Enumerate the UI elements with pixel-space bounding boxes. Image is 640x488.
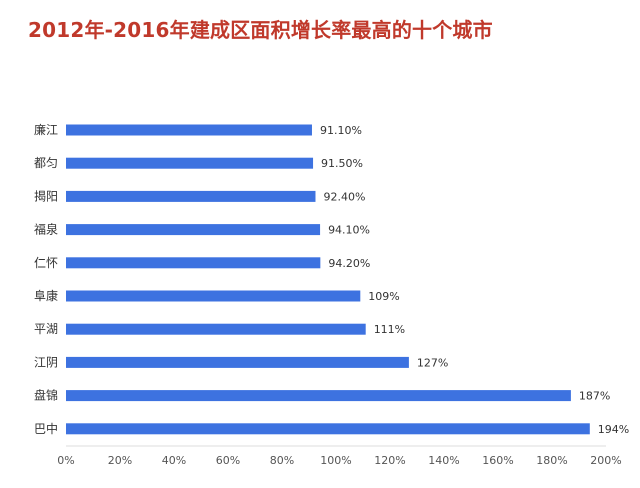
x-tick-label: 160% (482, 454, 513, 467)
x-tick-label: 100% (320, 454, 351, 467)
value-label: 94.20% (328, 257, 370, 270)
x-tick-label: 80% (270, 454, 294, 467)
value-label: 127% (417, 356, 448, 369)
category-label: 揭阳 (34, 188, 58, 203)
category-label: 阜康 (34, 288, 58, 303)
chart-title: 2012年-2016年建成区面积增长率最高的十个城市 (28, 18, 493, 42)
category-label: 江阴 (34, 355, 58, 369)
x-tick-label: 140% (428, 454, 459, 467)
category-label: 廉江 (34, 122, 58, 137)
category-label: 福泉 (34, 222, 58, 237)
value-label: 91.10% (320, 124, 362, 137)
category-label: 都匀 (34, 156, 58, 170)
category-label: 盘锦 (34, 388, 58, 403)
bar (66, 157, 314, 169)
bar (66, 290, 361, 302)
value-label: 187% (579, 390, 610, 403)
x-tick-label: 180% (536, 454, 567, 467)
bar (66, 390, 571, 402)
x-tick-label: 200% (590, 454, 621, 467)
x-tick-label: 0% (57, 454, 74, 467)
value-label: 111% (374, 323, 405, 336)
category-label: 巴中 (34, 421, 58, 436)
bar (66, 224, 321, 236)
bar (66, 323, 366, 335)
bar (66, 124, 312, 136)
value-label: 92.40% (323, 190, 365, 203)
bar (66, 257, 321, 269)
x-tick-label: 60% (216, 454, 240, 467)
bar (66, 423, 590, 435)
bar (66, 356, 409, 368)
x-tick-label: 120% (374, 454, 405, 467)
category-label: 平湖 (34, 321, 58, 336)
category-label: 仁怀 (34, 256, 58, 270)
value-label: 194% (598, 423, 629, 436)
value-label: 91.50% (321, 157, 363, 170)
bar (66, 190, 316, 202)
x-tick-label: 40% (162, 454, 186, 467)
x-tick-label: 20% (108, 454, 132, 467)
value-label: 109% (368, 290, 399, 303)
value-label: 94.10% (328, 224, 370, 237)
